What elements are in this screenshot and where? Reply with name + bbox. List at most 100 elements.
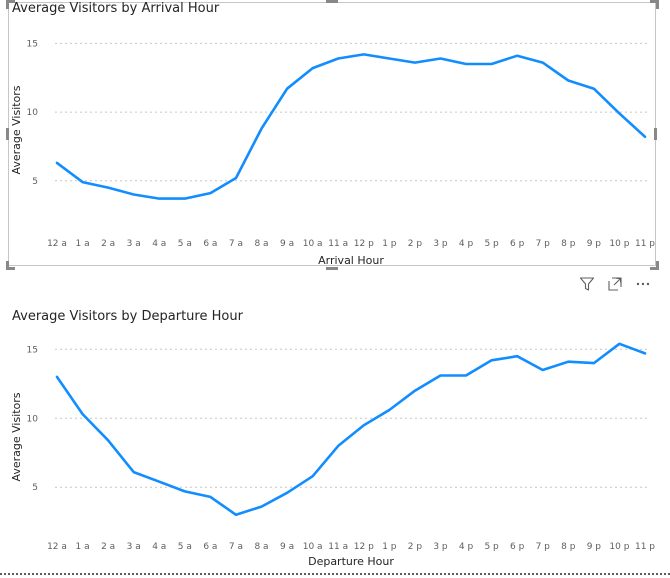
- x-tick-label: 10 a: [303, 542, 323, 552]
- resize-handle-top-right[interactable]: [650, 0, 659, 9]
- data-point[interactable]: [282, 84, 292, 94]
- x-tick-label: 12 p: [354, 239, 374, 249]
- data-point[interactable]: [205, 492, 215, 502]
- x-tick-label: 2 p: [408, 542, 423, 552]
- x-tick-label: 7 a: [229, 542, 243, 552]
- data-point[interactable]: [589, 84, 599, 94]
- data-point[interactable]: [538, 365, 548, 375]
- focus-mode-icon[interactable]: [606, 275, 624, 293]
- chart-title: Average Visitors by Departure Hour: [12, 309, 243, 324]
- data-point[interactable]: [512, 51, 522, 61]
- data-point[interactable]: [180, 194, 190, 204]
- x-tick-label: 8 p: [561, 542, 576, 552]
- y-tick-label: 15: [27, 345, 38, 355]
- filter-icon[interactable]: [578, 275, 596, 293]
- data-point[interactable]: [461, 59, 471, 69]
- x-tick-label: 4 a: [152, 542, 166, 552]
- x-tick-label: 3 a: [127, 239, 141, 249]
- x-tick-label: 9 p: [587, 239, 602, 249]
- data-point[interactable]: [487, 355, 497, 365]
- data-point[interactable]: [435, 371, 445, 381]
- data-point[interactable]: [435, 53, 445, 63]
- x-tick-label: 8 a: [254, 542, 268, 552]
- data-point[interactable]: [563, 357, 573, 367]
- data-point[interactable]: [282, 488, 292, 498]
- data-point[interactable]: [359, 49, 369, 59]
- resize-handle-right[interactable]: [654, 128, 657, 140]
- series-line[interactable]: [55, 53, 647, 200]
- y-tick-label: 5: [32, 177, 38, 187]
- departure-line-chart[interactable]: 5 10 15 12 a 1 a 2 a 3 a 4 a 5 a 6 a 7 a 8 a 9 a 10 a…: [0, 302, 670, 574]
- data-point[interactable]: [410, 386, 420, 396]
- x-tick-label: 7 a: [229, 239, 243, 249]
- arrival-chart-visual[interactable]: Average Visitors by Arrival Hour 5 10 15 12…: [0, 0, 670, 270]
- departure-chart-visual[interactable]: Average Visitors by Departure Hour 5 10 15…: [0, 302, 670, 574]
- data-point[interactable]: [78, 409, 88, 419]
- x-tick-label: 6 a: [203, 542, 217, 552]
- x-tick-label: 3 a: [127, 542, 141, 552]
- data-point[interactable]: [563, 75, 573, 85]
- data-point[interactable]: [333, 441, 343, 451]
- data-point[interactable]: [640, 132, 650, 142]
- data-point[interactable]: [154, 194, 164, 204]
- resize-handle-left[interactable]: [6, 128, 9, 140]
- data-point[interactable]: [231, 510, 241, 520]
- data-point[interactable]: [640, 348, 650, 358]
- resize-handle-top[interactable]: [326, 0, 338, 3]
- x-tick-label: 6 p: [510, 239, 525, 249]
- data-point[interactable]: [384, 405, 394, 415]
- data-point[interactable]: [154, 477, 164, 487]
- data-point[interactable]: [461, 371, 471, 381]
- data-point[interactable]: [103, 435, 113, 445]
- x-tick-label: 10 p: [609, 542, 629, 552]
- data-point[interactable]: [308, 471, 318, 481]
- resize-handle-bottom[interactable]: [326, 267, 338, 270]
- data-point[interactable]: [52, 158, 62, 168]
- data-point[interactable]: [257, 502, 267, 512]
- data-point[interactable]: [205, 188, 215, 198]
- data-point[interactable]: [129, 467, 139, 477]
- data-point[interactable]: [257, 124, 267, 134]
- data-point[interactable]: [589, 358, 599, 368]
- x-tick-label: 8 p: [561, 239, 576, 249]
- arrival-line-chart[interactable]: 5 10 15 12 a 1 a 2 a 3 a 4 a 5 a 6 a 7 a 8 a 9 a 10 a…: [0, 0, 670, 270]
- page-bottom-divider: [0, 573, 670, 575]
- data-point[interactable]: [78, 177, 88, 187]
- x-tick-label: 5 p: [484, 542, 499, 552]
- x-tick-label: 10 p: [609, 239, 629, 249]
- series-line[interactable]: [55, 342, 647, 517]
- x-tick-label: 11 a: [328, 542, 348, 552]
- x-tick-label: 6 a: [203, 239, 217, 249]
- x-tick-label: 5 a: [178, 542, 192, 552]
- x-tick-label: 9 p: [587, 542, 602, 552]
- x-tick-label: 2 a: [101, 542, 115, 552]
- resize-handle-top-left[interactable]: [6, 0, 15, 9]
- data-point[interactable]: [614, 108, 624, 118]
- data-point[interactable]: [129, 190, 139, 200]
- data-point[interactable]: [384, 53, 394, 63]
- y-tick-label: 10: [27, 414, 39, 424]
- data-point[interactable]: [308, 63, 318, 73]
- data-point[interactable]: [333, 53, 343, 63]
- data-point[interactable]: [410, 58, 420, 68]
- data-point[interactable]: [359, 420, 369, 430]
- y-axis-title: Average Visitors: [10, 392, 23, 481]
- x-tick-label: 3 p: [433, 239, 448, 249]
- x-tick-label: 4 p: [459, 542, 474, 552]
- resize-handle-bottom-left[interactable]: [6, 261, 15, 270]
- x-tick-label: 12 p: [354, 542, 374, 552]
- x-tick-label: 2 a: [101, 239, 115, 249]
- data-point[interactable]: [180, 486, 190, 496]
- data-point[interactable]: [512, 351, 522, 361]
- data-point[interactable]: [487, 59, 497, 69]
- data-point[interactable]: [614, 339, 624, 349]
- data-point[interactable]: [231, 173, 241, 183]
- x-tick-label: 8 a: [254, 239, 268, 249]
- x-tick-label: 5 a: [178, 239, 192, 249]
- data-point[interactable]: [538, 58, 548, 68]
- more-options-icon[interactable]: [634, 275, 652, 293]
- data-point[interactable]: [103, 183, 113, 193]
- data-point[interactable]: [52, 372, 62, 382]
- x-axis-title: Arrival Hour: [318, 254, 384, 267]
- resize-handle-bottom-right[interactable]: [650, 261, 659, 270]
